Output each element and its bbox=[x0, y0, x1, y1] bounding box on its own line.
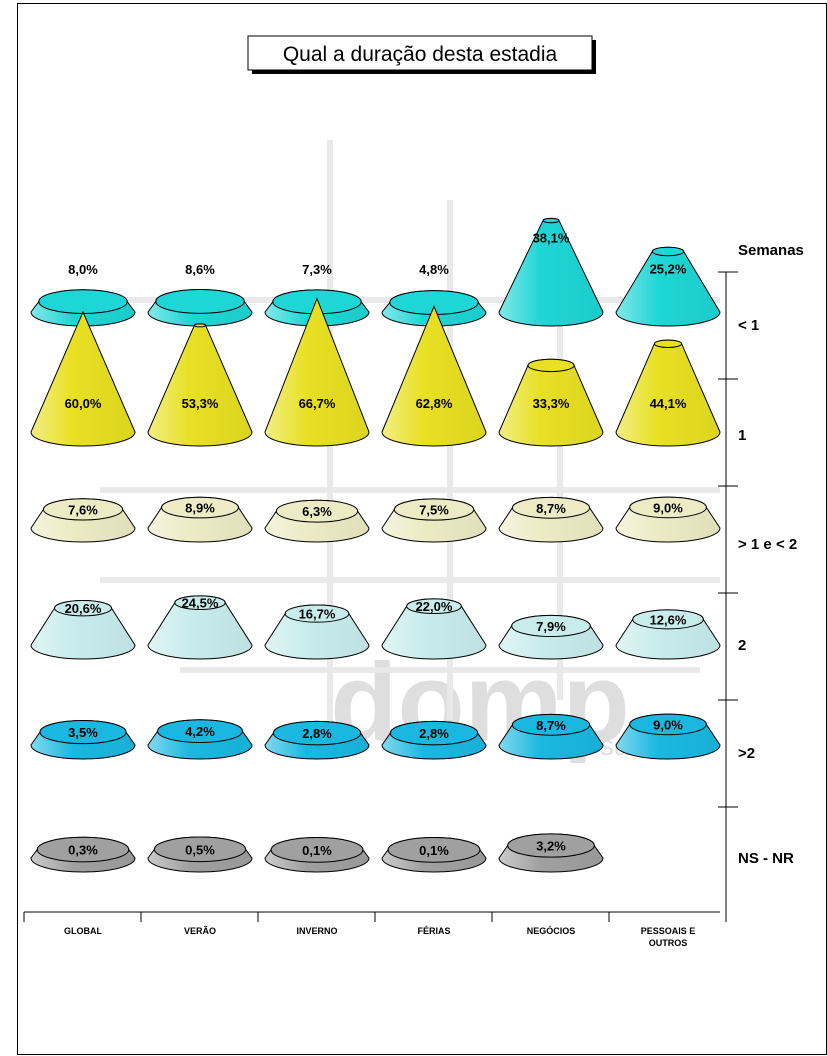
value-label: 9,0% bbox=[653, 500, 683, 515]
cone-shape bbox=[264, 499, 370, 543]
cone-shape bbox=[147, 595, 253, 660]
cone-shape bbox=[381, 598, 487, 660]
row-label: >2 bbox=[738, 745, 755, 762]
value-label: 0,5% bbox=[185, 842, 215, 857]
cone-shape bbox=[264, 604, 370, 660]
value-label: 24,5% bbox=[182, 596, 219, 611]
cone-shape bbox=[381, 720, 487, 760]
axes bbox=[23, 271, 738, 922]
value-label: 33,3% bbox=[533, 396, 570, 411]
value-label: 60,0% bbox=[65, 396, 102, 411]
cone-shape bbox=[615, 713, 721, 760]
cone-shape bbox=[615, 609, 721, 660]
value-label: 53,3% bbox=[182, 396, 219, 411]
value-label: 0,1% bbox=[419, 843, 449, 858]
value-label: 2,8% bbox=[302, 726, 332, 741]
value-labels: 8,0% 60,0% 7,6% 20,6% 3,5% 0,3% 8,6% 53,3% 8,9% 2… bbox=[65, 231, 687, 858]
value-label: 7,6% bbox=[68, 502, 98, 517]
cone-shape bbox=[615, 496, 721, 543]
category-label: GLOBAL bbox=[64, 926, 102, 936]
value-label: 4,8% bbox=[419, 262, 449, 277]
value-label: 12,6% bbox=[650, 612, 687, 627]
value-label: 44,1% bbox=[650, 396, 687, 411]
value-label: 8,6% bbox=[185, 262, 215, 277]
value-label: 8,0% bbox=[68, 262, 98, 277]
cone-shape bbox=[30, 310, 136, 447]
cone-shape bbox=[498, 217, 604, 327]
row-label: < 1 bbox=[738, 317, 759, 334]
value-label: 22,0% bbox=[416, 599, 453, 614]
value-label: 4,2% bbox=[185, 724, 215, 739]
category-labels: GLOBAL VERÃO INVERNO FÉRIAS NEGÓCIOS PESSOAIS… bbox=[64, 925, 695, 948]
value-label: 7,5% bbox=[419, 503, 449, 518]
cone-shape bbox=[264, 297, 370, 447]
cone-shape bbox=[147, 323, 253, 447]
value-label: 0,3% bbox=[68, 843, 98, 858]
cone-shape bbox=[147, 836, 253, 873]
row-label: NS - NR bbox=[738, 850, 794, 867]
value-label: 9,0% bbox=[653, 717, 683, 732]
value-label: 2,8% bbox=[419, 726, 449, 741]
value-label: 6,3% bbox=[302, 504, 332, 519]
value-label: 3,5% bbox=[68, 725, 98, 740]
chart-title: Qual a duração desta estadia bbox=[283, 43, 558, 66]
value-label: 8,7% bbox=[536, 718, 566, 733]
cone-shape bbox=[615, 246, 721, 327]
category-label: VERÃO bbox=[184, 926, 216, 936]
value-label: 20,6% bbox=[65, 601, 102, 616]
legend-title: Semanas bbox=[738, 242, 804, 259]
row-labels: < 1 1 > 1 e < 2 2 >2 NS - NR bbox=[738, 317, 797, 867]
watermark: domp sa bbox=[100, 140, 720, 764]
cone-shape bbox=[498, 496, 604, 543]
category-label: PESSOAIS E OUTROS bbox=[641, 926, 696, 948]
cone-shape bbox=[147, 289, 253, 327]
cone-shape bbox=[30, 720, 136, 760]
cone-shape bbox=[30, 836, 136, 873]
value-label: 25,2% bbox=[650, 262, 687, 277]
cone-shape bbox=[30, 498, 136, 543]
value-label: 0,1% bbox=[302, 843, 332, 858]
value-label: 62,8% bbox=[416, 396, 453, 411]
cone-shape bbox=[264, 720, 370, 760]
cone-shape bbox=[381, 836, 487, 873]
value-label: 66,7% bbox=[299, 396, 336, 411]
category-label: INVERNO bbox=[296, 926, 337, 936]
value-label: 8,7% bbox=[536, 501, 566, 516]
value-label: 7,9% bbox=[536, 619, 566, 634]
value-label: 3,2% bbox=[536, 839, 566, 854]
row-label: 1 bbox=[738, 427, 746, 444]
cone-shape bbox=[30, 599, 136, 660]
category-label: FÉRIAS bbox=[417, 926, 450, 936]
cone-shape bbox=[30, 289, 136, 327]
cones bbox=[30, 217, 721, 873]
category-label: NEGÓCIOS bbox=[527, 925, 576, 936]
title-box: Qual a duração desta estadia bbox=[247, 35, 596, 74]
cone-shape bbox=[381, 305, 487, 447]
cone-shape bbox=[498, 833, 604, 873]
cone-shape bbox=[147, 496, 253, 543]
value-label: 16,7% bbox=[299, 607, 336, 622]
cone-shape bbox=[147, 719, 253, 760]
value-label: 7,3% bbox=[302, 262, 332, 277]
row-label: > 1 e < 2 bbox=[738, 536, 797, 553]
row-label: 2 bbox=[738, 637, 746, 654]
cone-shape bbox=[498, 358, 604, 447]
cone-shape bbox=[264, 836, 370, 873]
value-label: 38,1% bbox=[533, 231, 570, 246]
cone-shape bbox=[498, 614, 604, 660]
cone-shape bbox=[615, 339, 721, 447]
cone-shape bbox=[498, 713, 604, 760]
value-label: 8,9% bbox=[185, 501, 215, 516]
cone-shape bbox=[381, 498, 487, 543]
